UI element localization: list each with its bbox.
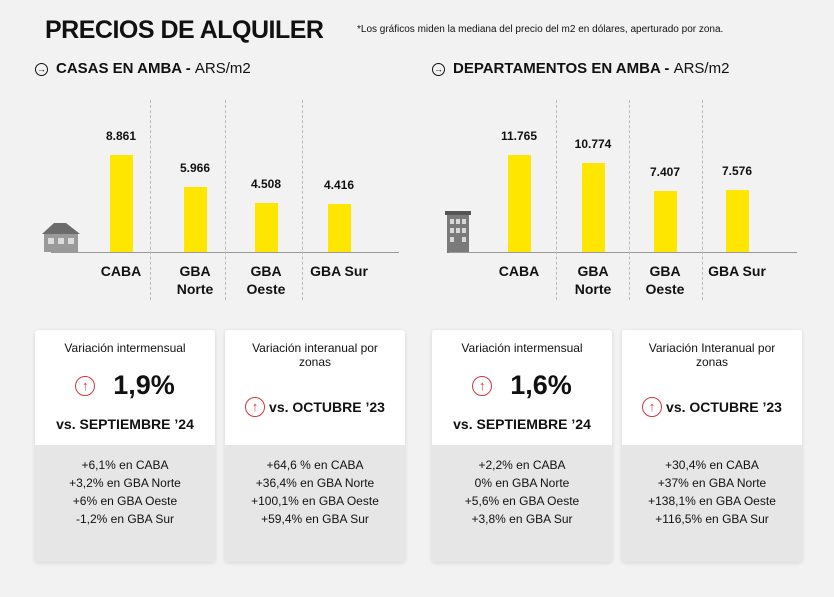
bar [110, 155, 133, 252]
detail-line: +59,4% en GBA Sur [261, 512, 369, 526]
card-title: Variación intermensual [461, 341, 583, 355]
note: *Los gráficos miden la mediana del preci… [357, 24, 724, 35]
separator [225, 100, 226, 300]
detail-line: +6,1% en CABA [81, 458, 169, 472]
category-label: GBA Oeste [645, 263, 685, 297]
value-label: 8.861 [105, 129, 137, 143]
value-label: 10.774 [574, 137, 612, 152]
value-label: 5.966 [179, 160, 211, 175]
separator [629, 100, 630, 300]
card-title: Variación intermensual [64, 341, 186, 355]
page-title: PRECIOS DE ALQUILER [45, 16, 324, 44]
chart-title: → DEPARTAMENTOS EN AMBA - ARS/m2 [432, 60, 729, 77]
house-icon [42, 223, 80, 252]
detail-line: +64,6 % en CABA [266, 458, 364, 472]
detail-line: +6% en GBA Oeste [72, 494, 178, 508]
bar [184, 186, 207, 252]
value-label: 7.407 [649, 164, 681, 179]
card-details: +6,1% en CABA +3,2% en GBA Norte +6% en GB… [35, 445, 215, 562]
arrow-icon: ↑ [472, 375, 493, 396]
value-row: ↑ 1,6% [432, 370, 612, 401]
category-label: GBA Norte [176, 263, 214, 297]
category-label: GBA Norte [574, 263, 612, 297]
detail-line: +2,2% en CABA [478, 458, 566, 472]
chart-title-text: DEPARTAMENTOS EN AMBA - [453, 60, 670, 77]
card-details: +2,2% en CABA 0% en GBA Norte +5,6% en GBA… [432, 445, 612, 562]
details-list: +2,2% en CABA 0% en GBA Norte +5,6% en GBA… [432, 456, 612, 528]
card-title: Variación interanual por zonas [252, 341, 378, 369]
comparison-row: ↑ vs. OCTUBRE ’23 [622, 397, 802, 417]
bar [508, 155, 531, 252]
separator [556, 100, 557, 300]
details-list: +30,4% en CABA +37% en GBA Norte +138,1% e… [622, 456, 802, 528]
value-label: 7.576 [721, 163, 753, 178]
category-label: GBA Oeste [246, 263, 286, 297]
separator [302, 100, 303, 300]
comparison-row: ↑ vs. OCTUBRE ’23 [225, 397, 405, 417]
card-details: +64,6 % en CABA +36,4% en GBA Norte +100,1… [225, 445, 405, 562]
building-icon [445, 211, 471, 253]
detail-line: +3,2% en GBA Norte [69, 476, 181, 490]
detail-line: -1,2% en GBA Sur [75, 512, 175, 526]
chart-title: → CASAS EN AMBA - ARS/m2 [35, 60, 251, 77]
title-icon: → [35, 63, 48, 76]
bar [726, 189, 749, 252]
detail-line: +36,4% en GBA Norte [255, 476, 375, 490]
card-comparison: vs. OCTUBRE ’23 [666, 399, 782, 415]
card-value: 1,9% [113, 370, 175, 400]
category-label: GBA Sur [708, 263, 766, 279]
card: Variación intermensual ↑ 1,6% vs. SEPTIEMBR… [432, 330, 612, 562]
detail-line: +37% en GBA Norte [657, 476, 767, 490]
chart-title-text: CASAS EN AMBA - [56, 60, 191, 77]
value-label: 4.416 [323, 177, 355, 192]
detail-line: +116,5% en GBA Sur [655, 512, 769, 526]
card-details: +30,4% en CABA +37% en GBA Norte +138,1% e… [622, 445, 802, 562]
card-comparison: vs. OCTUBRE ’23 [269, 399, 385, 415]
chart-unit: ARS/m2 [194, 60, 251, 77]
card-comparison: vs. SEPTIEMBRE ’24 [453, 416, 591, 432]
detail-line: +30,4% en CABA [665, 458, 759, 472]
arrow-icon: ↑ [642, 397, 663, 417]
separator [150, 100, 151, 300]
detail-line: +138,1% en GBA Oeste [648, 494, 776, 508]
detail-line: 0% en GBA Norte [474, 476, 570, 490]
category-label: CABA [100, 263, 142, 279]
detail-line: +3,8% en GBA Sur [471, 512, 573, 526]
separator [702, 100, 703, 300]
category-label: CABA [498, 263, 540, 279]
baseline [449, 252, 797, 253]
detail-line: +5,6% en GBA Oeste [464, 494, 580, 508]
value-label: 11.765 [500, 129, 538, 143]
bar [582, 163, 605, 252]
card-comparison: vs. SEPTIEMBRE ’24 [56, 416, 194, 432]
chart-unit: ARS/m2 [673, 60, 730, 77]
bar [654, 190, 677, 252]
details-list: +6,1% en CABA +3,2% en GBA Norte +6% en GB… [35, 456, 215, 528]
arrow-icon: ↑ [245, 397, 266, 417]
bar [255, 202, 278, 252]
card: Variación intermensual ↑ 1,9% vs. SEPTIEMBR… [35, 330, 215, 562]
card: Variación interanual por zonas ↑ vs. OCTUB… [225, 330, 405, 562]
bar [328, 203, 351, 252]
arrow-icon: ↑ [75, 375, 96, 396]
card-value: 1,6% [510, 370, 572, 400]
card: Variación Interanual por zonas ↑ vs. OCTUB… [622, 330, 802, 562]
card-title: Variación Interanual por zonas [648, 341, 776, 369]
details-list: +64,6 % en CABA +36,4% en GBA Norte +100,1… [225, 456, 405, 528]
value-label: 4.508 [250, 176, 282, 191]
detail-line: +100,1% en GBA Oeste [251, 494, 379, 508]
title-icon: → [432, 63, 445, 76]
category-label: GBA Sur [310, 263, 368, 279]
value-row: ↑ 1,9% [35, 370, 215, 401]
